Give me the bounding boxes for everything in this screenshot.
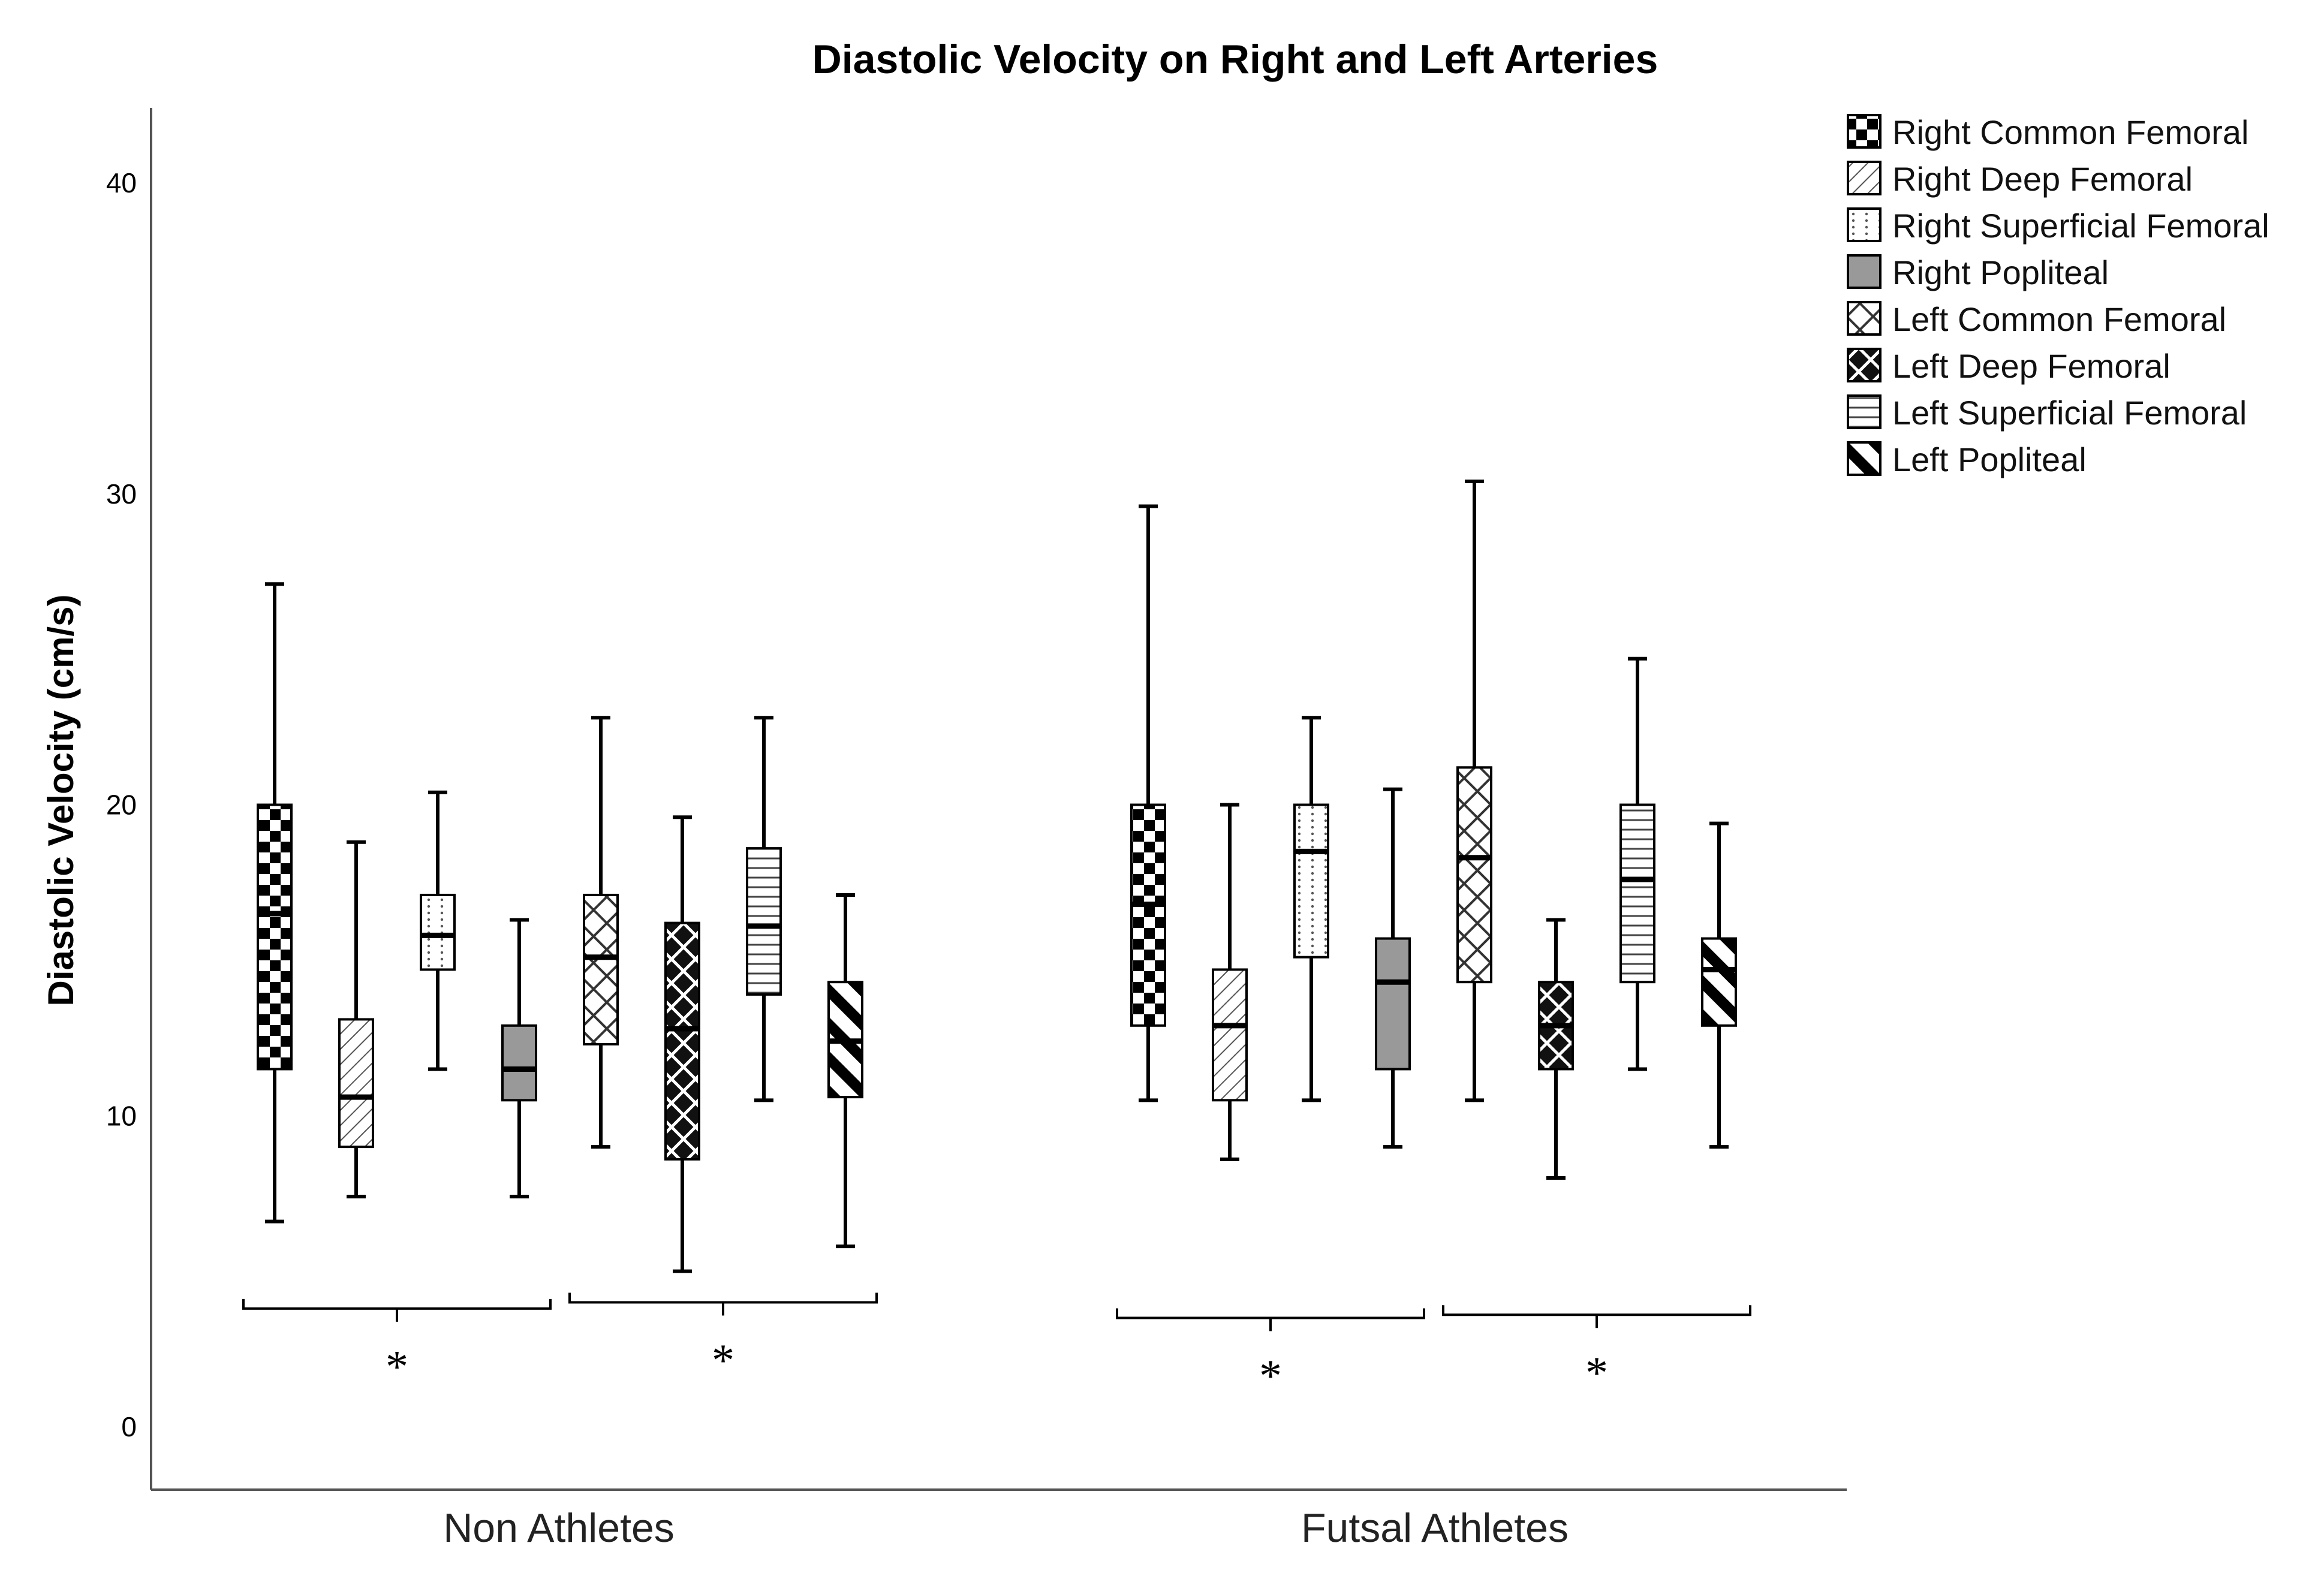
legend-swatch [1847, 394, 1882, 429]
legend-swatch [1847, 441, 1882, 476]
legend-label: Left Common Femoral [1892, 300, 2226, 338]
significance-bracket: * [242, 1298, 552, 1392]
box-iqr [1456, 766, 1492, 984]
box-left-common-femoral [1456, 480, 1492, 1102]
bracket-line [568, 1292, 878, 1316]
box-iqr [1701, 937, 1737, 1027]
y-tick-label: 0 [121, 1411, 137, 1442]
y-tick-label: 30 [106, 478, 137, 510]
box-left-deep-femoral [1538, 918, 1574, 1180]
legend-label: Right Superficial Femoral [1892, 207, 2269, 245]
significance-star: * [712, 1336, 734, 1386]
legend-label: Left Popliteal [1892, 441, 2087, 478]
box-iqr [1212, 968, 1248, 1102]
legend-swatch [1847, 254, 1882, 289]
box-iqr [501, 1024, 537, 1102]
legend-label: Right Deep Femoral [1892, 160, 2193, 198]
box-left-deep-femoral [664, 815, 700, 1273]
legend-label: Right Common Femoral [1892, 113, 2248, 151]
legend-swatch [1847, 207, 1882, 242]
box-iqr [1130, 803, 1166, 1027]
box-right-superficial-femoral [420, 790, 456, 1071]
legend-label: Left Deep Femoral [1892, 347, 2171, 385]
category-labels: Non Athletes Futsal Athletes [443, 1505, 1569, 1551]
box-right-popliteal [501, 918, 537, 1199]
y-tick-label: 20 [106, 789, 137, 821]
box-iqr [1375, 937, 1411, 1071]
bracket-line [1116, 1308, 1425, 1331]
box-left-popliteal [827, 893, 863, 1249]
box-left-popliteal [1701, 821, 1737, 1149]
box-iqr [1293, 803, 1329, 959]
box-iqr [338, 1018, 374, 1149]
box-iqr [583, 893, 619, 1045]
box-iqr [746, 847, 782, 996]
legend-swatch [1847, 161, 1882, 195]
legend-swatch [1847, 114, 1882, 149]
y-axis-label: Diastolic Velocity (cm/s) [41, 595, 81, 1007]
significance-brackets: * * * * [242, 1292, 1751, 1401]
box-left-superficial-femoral [1619, 656, 1655, 1071]
y-tick-label: 10 [106, 1100, 137, 1131]
significance-bracket: * [1116, 1308, 1425, 1401]
legend-label: Right Popliteal [1892, 254, 2109, 291]
x-category-label: Futsal Athletes [1301, 1505, 1569, 1551]
bracket-line [242, 1298, 552, 1322]
bracket-line [1442, 1305, 1751, 1328]
boxes [257, 480, 1737, 1273]
box-iqr [257, 803, 293, 1071]
legend-swatch [1847, 301, 1882, 336]
box-left-superficial-femoral [746, 716, 782, 1102]
box-iqr [1619, 803, 1655, 984]
significance-star: * [1259, 1351, 1282, 1401]
box-right-popliteal [1375, 787, 1411, 1149]
significance-bracket: * [1442, 1305, 1751, 1398]
box-iqr [420, 893, 456, 971]
significance-bracket: * [568, 1292, 878, 1386]
box-right-superficial-femoral [1293, 716, 1329, 1102]
significance-star: * [386, 1342, 408, 1392]
box-right-deep-femoral [338, 840, 374, 1199]
x-category-label: Non Athletes [443, 1505, 675, 1551]
box-left-common-femoral [583, 716, 619, 1149]
legend-swatch [1847, 348, 1882, 382]
y-ticks: 0 10 20 30 40 [106, 167, 137, 1442]
chart-title: Diastolic Velocity on Right and Left Art… [812, 37, 1658, 82]
y-tick-label: 40 [106, 167, 137, 198]
legend: Right Common Femoral Right Deep Femoral Ri… [1847, 113, 2269, 478]
significance-star: * [1585, 1348, 1608, 1398]
box-right-common-femoral [257, 582, 293, 1224]
box-iqr [664, 921, 700, 1161]
legend-label: Left Superficial Femoral [1892, 394, 2247, 432]
box-right-common-femoral [1130, 504, 1166, 1102]
box-right-deep-femoral [1212, 803, 1248, 1161]
